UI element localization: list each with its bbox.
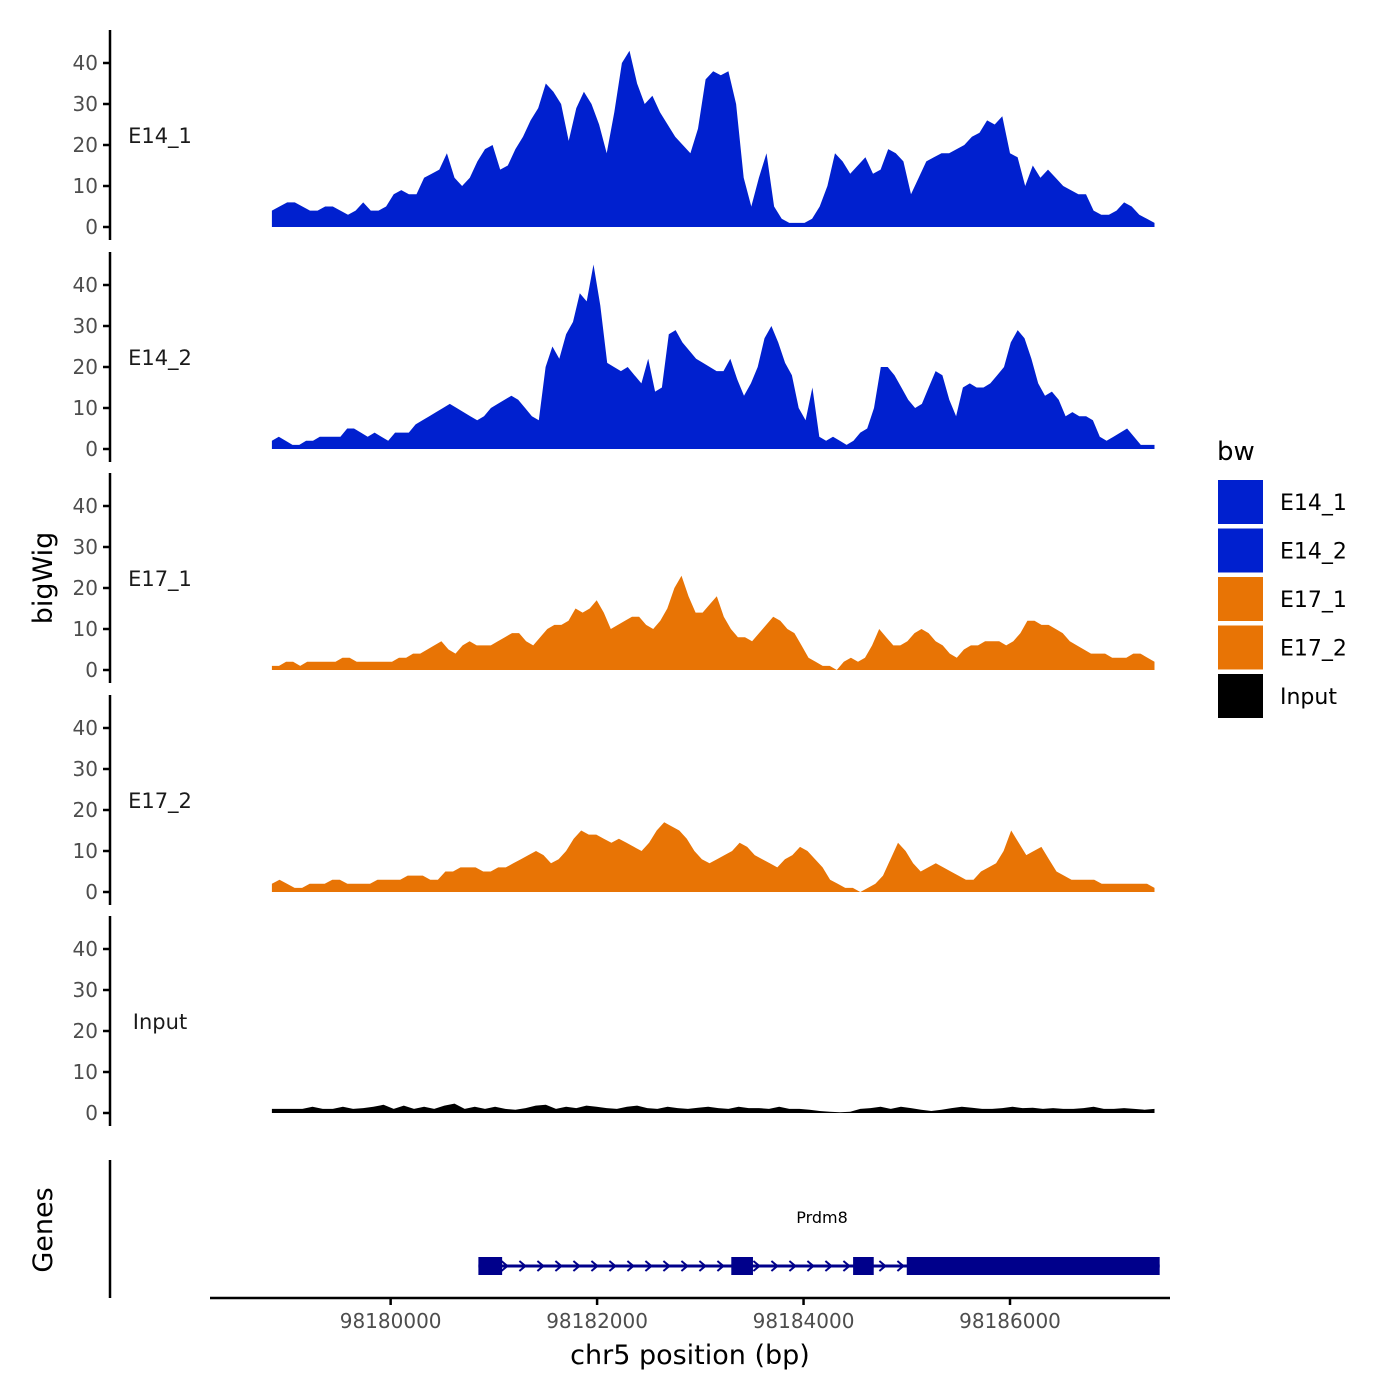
y-tick-label: 10 [73, 396, 98, 420]
legend-swatch-E17_1 [1218, 577, 1263, 621]
legend-label-E14_2: E14_2 [1280, 540, 1347, 565]
panel-label: E14_2 [128, 346, 192, 371]
legend-swatch-E14_2 [1218, 528, 1263, 573]
panel-E14_2: 0 10 20 30 40 E14_2 [73, 252, 1155, 462]
x-tick-label: 98184000 [753, 1309, 855, 1333]
strand-arrow [878, 1260, 887, 1272]
strand-arrow [680, 1260, 689, 1272]
gene-track: Prdm8 [108, 1160, 1160, 1298]
strand-arrow [752, 1260, 761, 1272]
strand-arrow [770, 1260, 779, 1272]
panel-label: Input [133, 1010, 187, 1034]
legend: bw E14_1 E14_2 E17_1 E17_2 Input [1217, 437, 1347, 718]
strand-arrow [788, 1260, 797, 1272]
y-tick-label: 0 [85, 1101, 98, 1125]
y-tick-label: 30 [73, 757, 98, 781]
legend-label-Input: Input [1280, 685, 1337, 710]
panel-E14_1: 0 10 20 30 40 E14_1 [73, 30, 1155, 240]
y-tick-label: 40 [73, 937, 98, 961]
coverage-panels: 0 10 20 30 40 E14_1 0 10 20 30 40 E14_2 0 10 20 30 40 E17… [73, 30, 1155, 1126]
strand-arrow [662, 1260, 671, 1272]
panel-Input: 0 10 20 30 40 Input [73, 916, 1155, 1126]
y-tick-label: 30 [73, 314, 98, 338]
y-tick-label: 20 [73, 133, 98, 157]
coverage-area-Input [271, 1103, 1155, 1113]
gene-exon [853, 1257, 874, 1275]
y-tick-label: 10 [73, 1060, 98, 1084]
strand-arrow [518, 1260, 527, 1272]
coverage-area-E17_1 [271, 575, 1155, 670]
gene-exon [731, 1257, 753, 1275]
legend-label-E14_1: E14_1 [1280, 491, 1347, 516]
panel-label: E17_2 [128, 789, 192, 814]
strand-arrow [554, 1260, 563, 1272]
y-tick-label: 20 [73, 576, 98, 600]
strand-arrow [500, 1260, 509, 1272]
y-tick-label: 20 [73, 798, 98, 822]
strand-arrow [806, 1260, 815, 1272]
y-tick-label: 20 [73, 355, 98, 379]
gene-exon [906, 1257, 1160, 1275]
legend-swatch-E14_1 [1218, 480, 1263, 524]
panel-label: E14_1 [128, 124, 192, 149]
panel-E17_2: 0 10 20 30 40 E17_2 [73, 695, 1155, 905]
strand-arrow [626, 1260, 635, 1272]
strand-arrow [608, 1260, 617, 1272]
y-tick-label: 0 [85, 215, 98, 239]
strand-arrow [824, 1260, 833, 1272]
y-tick-label: 10 [73, 617, 98, 641]
x-tick-label: 98182000 [546, 1309, 648, 1333]
legend-label-E17_1: E17_1 [1280, 588, 1347, 613]
y-tick-label: 40 [73, 273, 98, 297]
x-tick-label: 98186000 [959, 1309, 1061, 1333]
y-tick-label: 0 [85, 880, 98, 904]
strand-arrow [716, 1260, 725, 1272]
y-tick-label: 30 [73, 92, 98, 116]
panel-label: E17_1 [128, 567, 192, 592]
strand-arrow [842, 1260, 851, 1272]
y-tick-label: 0 [85, 437, 98, 461]
x-tick-label: 98180000 [340, 1309, 442, 1333]
y-tick-label: 40 [73, 494, 98, 518]
y-tick-label: 40 [73, 716, 98, 740]
coverage-area-E14_2 [271, 264, 1155, 449]
strand-arrow [536, 1260, 545, 1272]
legend-title: bw [1217, 437, 1255, 467]
coverage-area-E14_1 [271, 50, 1155, 228]
y-axis-title: bigWig [28, 532, 59, 625]
y-tick-label: 30 [73, 978, 98, 1002]
strand-arrow [698, 1260, 707, 1272]
coverage-area-E17_2 [271, 822, 1155, 892]
strand-arrow [644, 1260, 653, 1272]
legend-swatch-E17_2 [1218, 625, 1263, 670]
y-tick-label: 20 [73, 1019, 98, 1043]
strand-arrow [572, 1260, 581, 1272]
x-axis: 98180000 98182000 98184000 98186000 [210, 1296, 1170, 1333]
strand-arrow [896, 1260, 905, 1272]
legend-label-E17_2: E17_2 [1280, 637, 1347, 662]
y-tick-label: 0 [85, 658, 98, 682]
strand-arrow [590, 1260, 599, 1272]
y-tick-label: 10 [73, 174, 98, 198]
gene-exon [478, 1257, 503, 1275]
gene-track-title: Genes [28, 1187, 59, 1272]
panel-E17_1: 0 10 20 30 40 E17_1 [73, 473, 1155, 683]
y-tick-label: 30 [73, 535, 98, 559]
y-tick-label: 40 [73, 51, 98, 75]
x-axis-title: chr5 position (bp) [570, 1340, 810, 1371]
legend-swatch-Input [1218, 674, 1263, 718]
y-tick-label: 10 [73, 839, 98, 863]
gene-name-label: Prdm8 [796, 1208, 848, 1227]
